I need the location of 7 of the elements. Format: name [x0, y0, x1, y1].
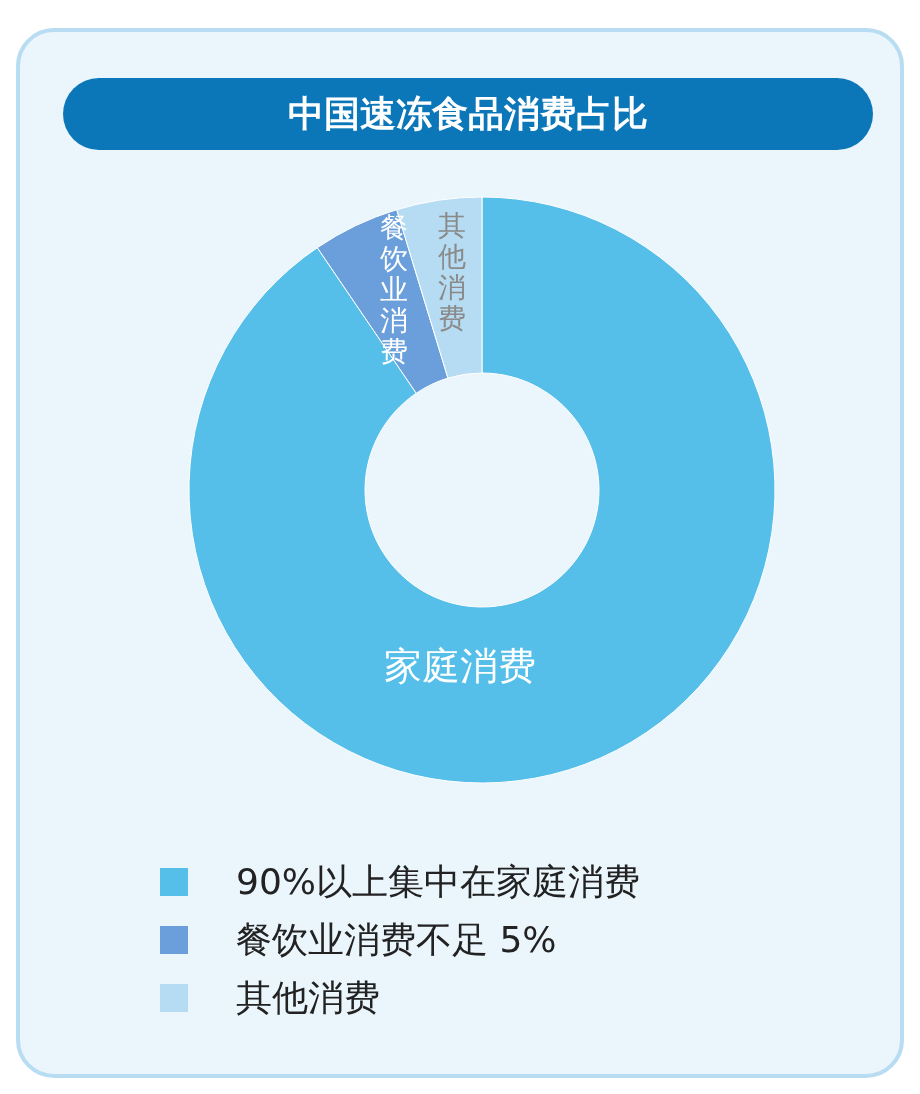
chart-title: 中国速冻食品消费占比	[288, 93, 648, 134]
legend-label: 其他消费	[236, 977, 380, 1018]
text: 家庭消费	[384, 644, 537, 689]
legend-label: 90%以上集中在家庭消费	[236, 861, 641, 902]
donut-slice	[189, 196, 776, 784]
text: 其他消费	[437, 208, 466, 335]
legend-label: 餐饮业消费不足 5%	[236, 919, 557, 960]
